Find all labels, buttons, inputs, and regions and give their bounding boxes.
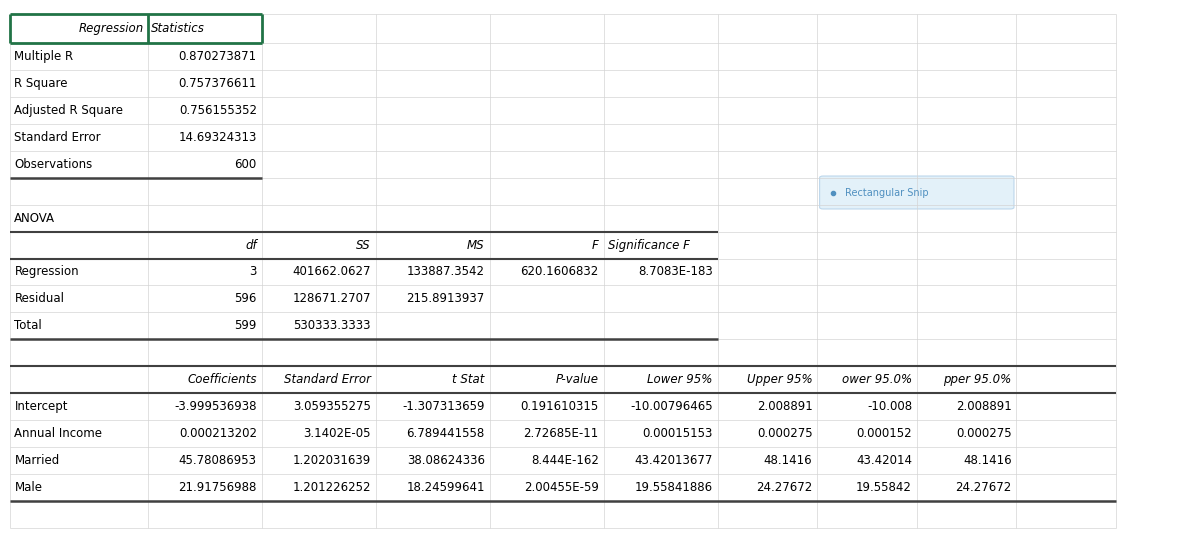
Text: Adjusted R Square: Adjusted R Square [14,104,124,117]
Text: 43.42013677: 43.42013677 [635,454,713,467]
Text: pper 95.0%: pper 95.0% [943,373,1012,386]
Text: 0.000275: 0.000275 [956,427,1012,440]
Text: 0.00015153: 0.00015153 [642,427,713,440]
Text: Married: Married [14,454,60,467]
Text: 0.000275: 0.000275 [757,427,812,440]
FancyBboxPatch shape [820,176,1014,209]
Text: Standard Error: Standard Error [14,131,101,144]
Text: 2.72685E-11: 2.72685E-11 [523,427,599,440]
Text: 0.000152: 0.000152 [857,427,912,440]
Text: -10.00796465: -10.00796465 [630,400,713,413]
Text: 8.7083E-183: 8.7083E-183 [638,266,713,278]
Text: Regression: Regression [79,22,144,35]
Text: 2.008891: 2.008891 [956,400,1012,413]
Text: 133887.3542: 133887.3542 [407,266,485,278]
Text: Annual Income: Annual Income [14,427,102,440]
Text: Regression: Regression [14,266,79,278]
Text: ower 95.0%: ower 95.0% [842,373,912,386]
Text: Total: Total [14,320,42,332]
Text: -3.999536938: -3.999536938 [174,400,257,413]
Text: 3: 3 [250,266,257,278]
Text: 0.000213202: 0.000213202 [179,427,257,440]
Text: 0.756155352: 0.756155352 [179,104,257,117]
Text: 600: 600 [234,158,257,170]
Text: Multiple R: Multiple R [14,50,73,63]
Text: F: F [592,239,599,251]
Text: t Stat: t Stat [452,373,485,386]
Text: Statistics: Statistics [151,22,205,35]
Text: Coefficients: Coefficients [187,373,257,386]
Text: 620.1606832: 620.1606832 [521,266,599,278]
Text: 401662.0627: 401662.0627 [293,266,371,278]
Text: ANOVA: ANOVA [14,212,55,224]
Text: Male: Male [14,481,42,494]
Text: 3.059355275: 3.059355275 [293,400,371,413]
Text: Intercept: Intercept [14,400,68,413]
Text: Lower 95%: Lower 95% [648,373,713,386]
Text: SS: SS [356,239,371,251]
Text: 596: 596 [234,293,257,305]
Text: -1.307313659: -1.307313659 [402,400,485,413]
Text: 24.27672: 24.27672 [756,481,812,494]
Text: 599: 599 [234,320,257,332]
Text: 6.789441558: 6.789441558 [407,427,485,440]
Text: 48.1416: 48.1416 [763,454,812,467]
Text: 1.202031639: 1.202031639 [293,454,371,467]
Text: 19.55842: 19.55842 [856,481,912,494]
Text: 128671.2707: 128671.2707 [293,293,371,305]
Text: 2.008891: 2.008891 [757,400,812,413]
Text: 14.69324313: 14.69324313 [179,131,257,144]
Text: 24.27672: 24.27672 [955,481,1012,494]
Text: 530333.3333: 530333.3333 [293,320,371,332]
Text: 19.55841886: 19.55841886 [635,481,713,494]
Text: 215.8913937: 215.8913937 [407,293,485,305]
Text: Residual: Residual [14,293,65,305]
Text: P-value: P-value [556,373,599,386]
Text: MS: MS [467,239,485,251]
Text: Observations: Observations [14,158,92,170]
Text: 1.201226252: 1.201226252 [293,481,371,494]
Text: 38.08624336: 38.08624336 [407,454,485,467]
Text: 3.1402E-05: 3.1402E-05 [304,427,371,440]
Text: df: df [245,239,257,251]
Text: Standard Error: Standard Error [284,373,371,386]
Text: -10.008: -10.008 [866,400,912,413]
Text: 0.757376611: 0.757376611 [179,77,257,90]
Text: 43.42014: 43.42014 [856,454,912,467]
Text: 21.91756988: 21.91756988 [179,481,257,494]
Text: 2.00455E-59: 2.00455E-59 [524,481,599,494]
Text: R Square: R Square [14,77,68,90]
Text: Rectangular Snip: Rectangular Snip [845,188,929,197]
Text: Significance F: Significance F [608,239,690,251]
Text: 8.444E-162: 8.444E-162 [530,454,599,467]
Text: 0.870273871: 0.870273871 [179,50,257,63]
Text: 48.1416: 48.1416 [962,454,1012,467]
Text: 0.191610315: 0.191610315 [521,400,599,413]
Text: 45.78086953: 45.78086953 [179,454,257,467]
Text: 18.24599641: 18.24599641 [407,481,485,494]
Text: Upper 95%: Upper 95% [746,373,812,386]
